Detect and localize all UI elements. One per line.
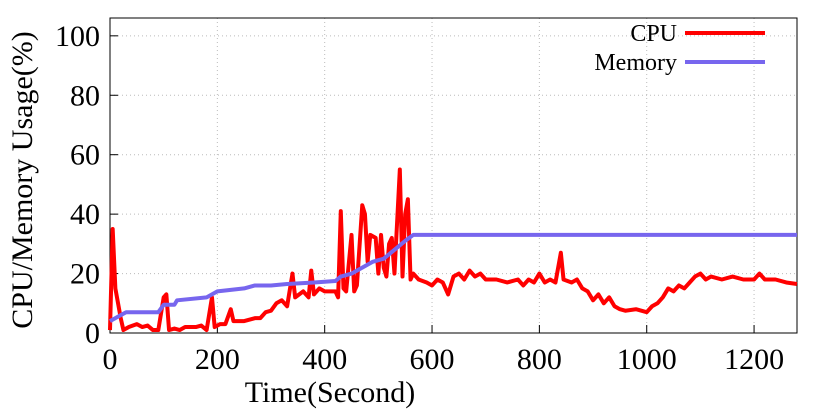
line — [108, 167, 798, 333]
legend-label: CPU — [630, 21, 677, 47]
y-tick-label: 80 — [70, 79, 100, 112]
x-tick-label: 1000 — [617, 343, 677, 376]
y-tick-label: 40 — [70, 198, 100, 231]
x-tick-label: 800 — [517, 343, 562, 376]
y-tick-label: 100 — [55, 20, 100, 53]
x-tick-label: 0 — [103, 343, 118, 376]
x-tick-label: 400 — [302, 343, 347, 376]
y-tick-label: 60 — [70, 139, 100, 172]
x-tick-label: 200 — [195, 343, 240, 376]
x-tick-label: 1200 — [724, 343, 784, 376]
y-axis-title: CPU/Memory Usage(%) — [6, 31, 39, 328]
legend-label: Memory — [594, 50, 677, 76]
plot-frame — [109, 17, 798, 334]
line — [109, 232, 797, 323]
y-tick-label: 0 — [85, 317, 100, 350]
x-tick-label: 600 — [410, 343, 455, 376]
y-tick-label: 20 — [70, 258, 100, 291]
x-axis-title: Time(Second) — [245, 376, 416, 409]
